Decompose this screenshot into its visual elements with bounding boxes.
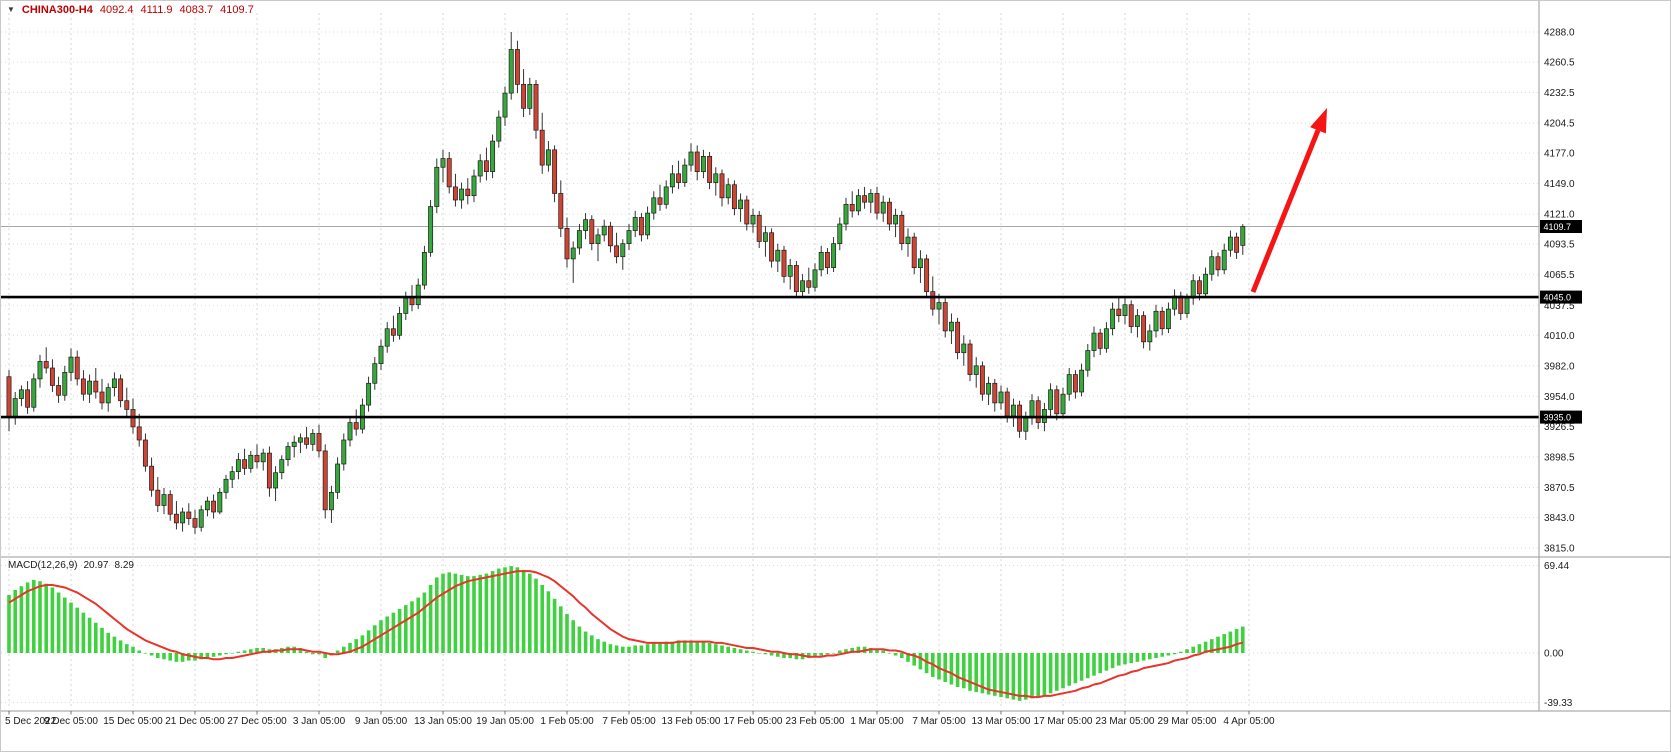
svg-text:23 Feb 05:00: 23 Feb 05:00 (786, 716, 845, 727)
svg-text:3954.0: 3954.0 (1544, 392, 1575, 403)
macd-indicator-label: MACD(12,26,9) 20.97 8.29 (8, 560, 134, 571)
macd-value: 20.97 (83, 560, 109, 571)
svg-text:69.44: 69.44 (1544, 561, 1569, 572)
svg-text:3870.5: 3870.5 (1544, 483, 1575, 494)
svg-text:3898.5: 3898.5 (1544, 452, 1575, 463)
svg-text:4 Apr 05:00: 4 Apr 05:00 (1223, 716, 1275, 727)
macd-signal-value: 8.29 (114, 560, 134, 571)
macd-signal-line (8, 570, 1244, 699)
svg-text:13 Mar 05:00: 13 Mar 05:00 (972, 716, 1031, 727)
svg-text:13 Feb 05:00: 13 Feb 05:00 (662, 716, 721, 727)
candles-layer (6, 32, 1246, 534)
macd-axis[interactable]: 69.44 0.00 -39.33 (1544, 561, 1573, 709)
svg-text:4109.7: 4109.7 (1544, 222, 1572, 232)
svg-text:3935.0: 3935.0 (1544, 413, 1572, 423)
expand-dropdown-icon[interactable]: ▼ (7, 5, 15, 14)
svg-text:17 Mar 05:00: 17 Mar 05:00 (1034, 716, 1093, 727)
price-tags: 4109.7 4045.0 3935.0 (1540, 220, 1582, 424)
symbol-timeframe-label: CHINA300-H4 (21, 4, 93, 16)
svg-text:4037.5: 4037.5 (1544, 301, 1575, 312)
svg-text:4065.5: 4065.5 (1544, 270, 1575, 281)
svg-text:3 Jan 05:00: 3 Jan 05:00 (293, 716, 346, 727)
chart-title: ▼ CHINA300-H4 4092.4 4111.9 4083.7 4109.… (7, 4, 254, 16)
svg-text:4288.0: 4288.0 (1544, 28, 1575, 39)
svg-text:-39.33: -39.33 (1544, 698, 1573, 709)
svg-text:7 Mar 05:00: 7 Mar 05:00 (912, 716, 966, 727)
quote-open: 4092.4 (99, 4, 134, 16)
svg-text:3926.5: 3926.5 (1544, 422, 1575, 433)
svg-text:4149.0: 4149.0 (1544, 179, 1575, 190)
quote-close: 4109.7 (220, 4, 254, 16)
svg-text:7 Feb 05:00: 7 Feb 05:00 (602, 716, 656, 727)
svg-text:13 Jan 05:00: 13 Jan 05:00 (414, 716, 472, 727)
macd-name: MACD(12,26,9) (8, 560, 78, 571)
pane-separators (1, 1, 1670, 712)
svg-text:29 Mar 05:00: 29 Mar 05:00 (1158, 716, 1217, 727)
svg-text:4010.0: 4010.0 (1544, 331, 1575, 342)
svg-text:19 Jan 05:00: 19 Jan 05:00 (476, 716, 534, 727)
svg-text:15 Dec 05:00: 15 Dec 05:00 (103, 716, 163, 727)
svg-text:1 Feb 05:00: 1 Feb 05:00 (540, 716, 594, 727)
svg-text:1 Mar 05:00: 1 Mar 05:00 (850, 716, 904, 727)
svg-text:4177.0: 4177.0 (1544, 149, 1575, 160)
svg-text:23 Mar 05:00: 23 Mar 05:00 (1096, 716, 1155, 727)
svg-text:4204.5: 4204.5 (1544, 119, 1575, 130)
svg-text:9 Dec 05:00: 9 Dec 05:00 (44, 716, 98, 727)
price-axis[interactable]: 4288.0 4260.5 4232.5 4204.5 4177.0 4149.0 4121… (1544, 28, 1575, 555)
svg-text:3982.0: 3982.0 (1544, 361, 1575, 372)
svg-text:9 Jan 05:00: 9 Jan 05:00 (355, 716, 408, 727)
grid-layer (1, 13, 1539, 709)
svg-text:4045.0: 4045.0 (1544, 293, 1572, 303)
svg-text:3843.0: 3843.0 (1544, 513, 1575, 524)
svg-text:4121.0: 4121.0 (1544, 210, 1575, 221)
trend-arrow[interactable] (1250, 108, 1327, 293)
svg-text:27 Dec 05:00: 27 Dec 05:00 (227, 716, 287, 727)
svg-text:21 Dec 05:00: 21 Dec 05:00 (165, 716, 225, 727)
macd-histogram (7, 566, 1245, 701)
svg-text:17 Feb 05:00: 17 Feb 05:00 (724, 716, 783, 727)
svg-text:5 Dec 2022: 5 Dec 2022 (5, 716, 57, 727)
svg-text:4232.5: 4232.5 (1544, 88, 1575, 99)
quote-high: 4111.9 (140, 4, 173, 16)
quote-low: 4083.7 (179, 4, 214, 16)
svg-text:0.00: 0.00 (1544, 649, 1564, 660)
svg-text:4093.5: 4093.5 (1544, 240, 1575, 251)
svg-text:4260.5: 4260.5 (1544, 58, 1575, 69)
svg-text:3815.0: 3815.0 (1544, 544, 1575, 555)
